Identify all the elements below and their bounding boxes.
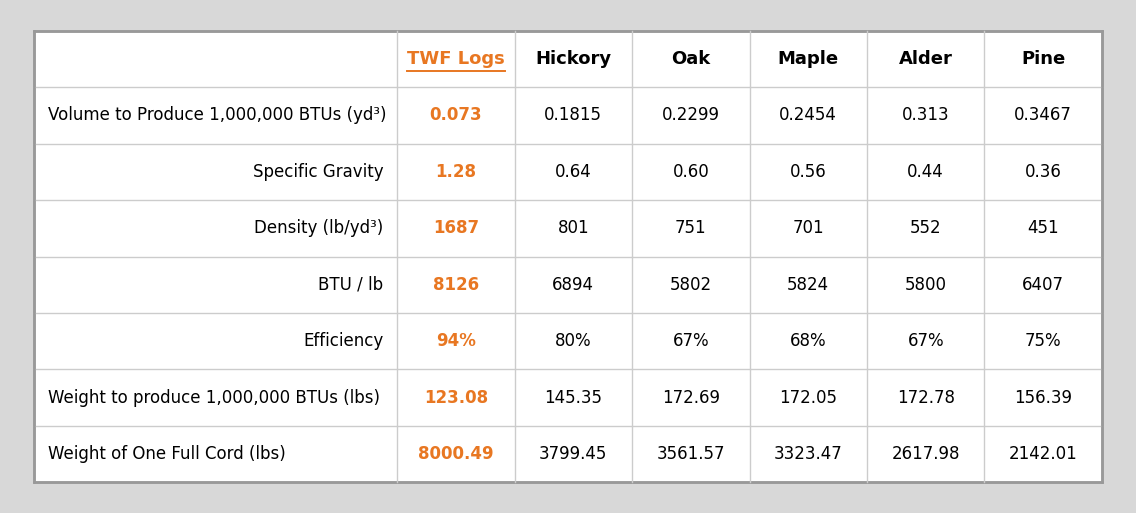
Text: 80%: 80% bbox=[556, 332, 592, 350]
Text: 156.39: 156.39 bbox=[1014, 388, 1072, 407]
Text: 75%: 75% bbox=[1025, 332, 1061, 350]
Text: 0.2454: 0.2454 bbox=[779, 106, 837, 125]
Text: Weight of One Full Cord (lbs): Weight of One Full Cord (lbs) bbox=[48, 445, 285, 463]
Text: 2142.01: 2142.01 bbox=[1009, 445, 1078, 463]
Text: 6894: 6894 bbox=[552, 275, 594, 294]
Text: Hickory: Hickory bbox=[535, 50, 611, 68]
Text: 801: 801 bbox=[558, 219, 590, 238]
Text: 552: 552 bbox=[910, 219, 942, 238]
Text: 5802: 5802 bbox=[670, 275, 712, 294]
Text: Volume to Produce 1,000,000 BTUs (yd³): Volume to Produce 1,000,000 BTUs (yd³) bbox=[48, 106, 386, 125]
Text: 0.073: 0.073 bbox=[429, 106, 482, 125]
Text: 145.35: 145.35 bbox=[544, 388, 602, 407]
Text: 3561.57: 3561.57 bbox=[657, 445, 725, 463]
Text: TWF Logs: TWF Logs bbox=[407, 50, 504, 68]
Text: 0.44: 0.44 bbox=[908, 163, 944, 181]
Text: 5824: 5824 bbox=[787, 275, 829, 294]
Text: 172.05: 172.05 bbox=[779, 388, 837, 407]
Text: Density (lb/yd³): Density (lb/yd³) bbox=[254, 219, 384, 238]
Text: Efficiency: Efficiency bbox=[303, 332, 384, 350]
Text: Weight to produce 1,000,000 BTUs (lbs): Weight to produce 1,000,000 BTUs (lbs) bbox=[48, 388, 379, 407]
Text: 0.56: 0.56 bbox=[790, 163, 827, 181]
Text: 1.28: 1.28 bbox=[435, 163, 476, 181]
Text: 3799.45: 3799.45 bbox=[540, 445, 608, 463]
FancyBboxPatch shape bbox=[34, 31, 1102, 482]
Text: 172.78: 172.78 bbox=[896, 388, 954, 407]
Text: 68%: 68% bbox=[790, 332, 827, 350]
Text: 0.1815: 0.1815 bbox=[544, 106, 602, 125]
Text: 0.313: 0.313 bbox=[902, 106, 950, 125]
Text: 67%: 67% bbox=[673, 332, 709, 350]
Text: 751: 751 bbox=[675, 219, 707, 238]
Text: 3323.47: 3323.47 bbox=[774, 445, 843, 463]
Text: Alder: Alder bbox=[899, 50, 953, 68]
Text: Maple: Maple bbox=[778, 50, 838, 68]
Text: 1687: 1687 bbox=[433, 219, 479, 238]
Text: 451: 451 bbox=[1027, 219, 1059, 238]
Text: 0.3467: 0.3467 bbox=[1014, 106, 1072, 125]
Text: 123.08: 123.08 bbox=[424, 388, 488, 407]
Text: 94%: 94% bbox=[436, 332, 476, 350]
Text: 8000.49: 8000.49 bbox=[418, 445, 494, 463]
Text: BTU / lb: BTU / lb bbox=[318, 275, 384, 294]
Text: 5800: 5800 bbox=[904, 275, 946, 294]
Text: 2617.98: 2617.98 bbox=[892, 445, 960, 463]
Text: 0.60: 0.60 bbox=[673, 163, 709, 181]
Text: 0.2299: 0.2299 bbox=[662, 106, 720, 125]
Text: 0.64: 0.64 bbox=[556, 163, 592, 181]
Text: Pine: Pine bbox=[1021, 50, 1066, 68]
Text: Specific Gravity: Specific Gravity bbox=[253, 163, 384, 181]
Text: 6407: 6407 bbox=[1022, 275, 1064, 294]
Text: 67%: 67% bbox=[908, 332, 944, 350]
Text: 701: 701 bbox=[793, 219, 824, 238]
Text: 172.69: 172.69 bbox=[662, 388, 720, 407]
Text: Oak: Oak bbox=[671, 50, 710, 68]
Text: 8126: 8126 bbox=[433, 275, 479, 294]
Text: 0.36: 0.36 bbox=[1025, 163, 1062, 181]
